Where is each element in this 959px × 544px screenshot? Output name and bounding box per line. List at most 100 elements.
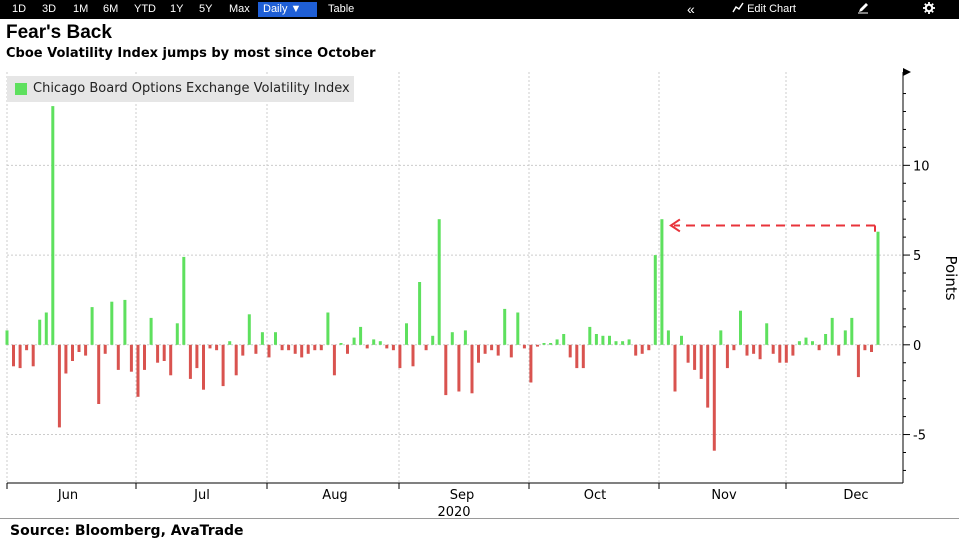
y-tick-label: 10 (913, 159, 930, 174)
bar (274, 332, 277, 345)
bar (601, 335, 605, 345)
range-6m-button[interactable]: 6M (103, 3, 119, 15)
bar (562, 334, 566, 345)
bar (699, 344, 703, 379)
bar (536, 344, 539, 347)
edit-chart-button[interactable]: Edit Chart (727, 2, 801, 17)
frequency-dropdown[interactable]: Daily ▼ (258, 2, 317, 17)
bar (804, 337, 808, 345)
table-button[interactable]: Table (328, 3, 355, 15)
bar (745, 344, 749, 356)
bar (653, 255, 657, 345)
x-tick-label: Sep (450, 488, 475, 503)
bar (12, 344, 15, 367)
bar (267, 344, 271, 358)
annotation-arrow-head (669, 218, 681, 233)
bar (634, 344, 638, 356)
bar (116, 344, 120, 370)
bar (503, 308, 507, 345)
bar (228, 341, 232, 345)
pencil-icon[interactable] (852, 2, 874, 17)
bar (221, 344, 225, 387)
bar (300, 344, 304, 358)
grid-lines (6, 72, 903, 483)
bar (18, 344, 22, 369)
bar (837, 344, 841, 356)
bar (398, 344, 402, 369)
bar (850, 317, 854, 345)
bar (287, 344, 291, 351)
bar (542, 343, 546, 345)
bar (614, 341, 618, 345)
bar (169, 344, 173, 376)
range-ytd-button[interactable]: YTD (134, 3, 156, 15)
range-1y-button[interactable]: 1Y (170, 3, 184, 15)
bar (680, 335, 683, 345)
bar (549, 343, 553, 345)
bar (719, 330, 723, 345)
bar (254, 344, 258, 354)
bar (739, 310, 742, 345)
range-5y-button[interactable]: 5Y (199, 3, 213, 15)
collapse-icon[interactable]: « (687, 1, 695, 17)
bar (110, 301, 114, 345)
range-1d-button[interactable]: 1D (12, 3, 27, 15)
bar (817, 344, 821, 351)
bar (686, 344, 690, 363)
bar (182, 256, 186, 345)
bar (725, 344, 729, 369)
bar (339, 343, 343, 345)
bar (188, 344, 192, 379)
bar (771, 344, 775, 354)
y-tick-label: 5 (913, 249, 921, 264)
bar (332, 344, 336, 376)
bar (175, 323, 179, 345)
bar (568, 344, 572, 358)
bar (706, 344, 710, 408)
bar (588, 326, 592, 345)
bar (555, 339, 559, 345)
x-axis-year: 2020 (437, 505, 470, 520)
bar (876, 231, 880, 345)
bar (870, 344, 873, 352)
gear-icon[interactable] (918, 2, 940, 17)
bar (25, 344, 29, 351)
bar (418, 282, 422, 345)
bar (162, 344, 166, 361)
bar (732, 344, 736, 351)
y-axis-arrow (903, 68, 911, 76)
bar (824, 334, 828, 345)
bars (5, 106, 880, 451)
chart-edit-icon (732, 2, 744, 13)
axes: -5 0 5 10 Points Jun Jul Aug Sep Oct Nov Dec 2020 (6, 68, 959, 520)
bar (640, 344, 644, 354)
bar (811, 341, 814, 345)
bar (411, 344, 415, 367)
bar (319, 344, 323, 351)
chart-toolbar: 1D 3D 1M 6M YTD 1Y 5Y Max Daily ▼ Table … (0, 0, 959, 19)
bar (123, 299, 127, 345)
bar (149, 317, 153, 345)
bar (405, 323, 408, 345)
range-1m-button[interactable]: 1M (73, 3, 89, 15)
bar (156, 344, 160, 363)
bar (463, 330, 467, 345)
bar (280, 344, 284, 351)
range-max-button[interactable]: Max (229, 3, 250, 15)
edit-chart-label: Edit Chart (747, 3, 796, 15)
bar (797, 341, 801, 345)
bar (64, 344, 68, 374)
bar (51, 106, 55, 345)
range-3d-button[interactable]: 3D (42, 3, 57, 15)
bar (660, 219, 664, 345)
bar (424, 344, 428, 351)
bar (490, 344, 494, 351)
x-tick-label: Oct (584, 488, 606, 503)
chart-subtitle: Cboe Volatility Index jumps by most sinc… (6, 46, 376, 61)
x-tick-label: Jul (193, 488, 210, 503)
bar (71, 344, 74, 361)
bar (260, 332, 264, 345)
bar (129, 344, 133, 372)
bar (306, 344, 310, 354)
source-divider (0, 518, 959, 519)
